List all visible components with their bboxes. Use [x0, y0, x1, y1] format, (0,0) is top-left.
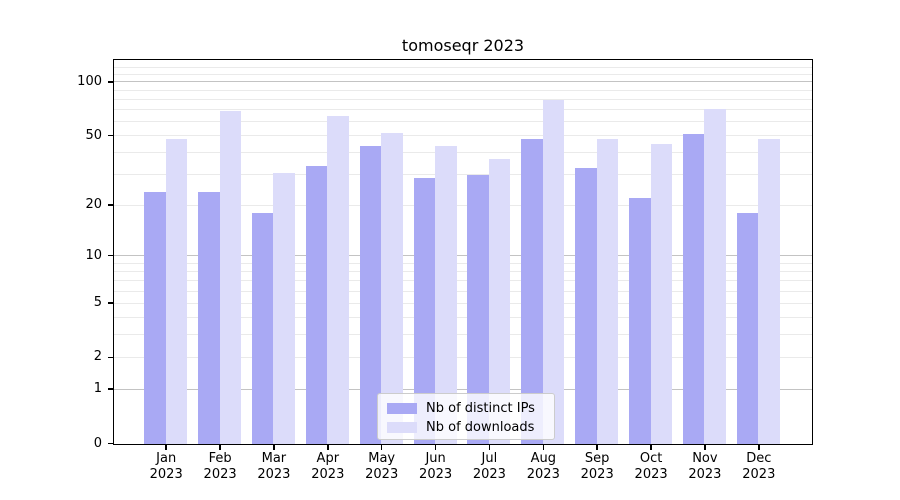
x-tick-feb	[219, 445, 221, 450]
gridline-minor-20	[114, 204, 812, 206]
gridline-minor-40	[114, 152, 812, 154]
gridline-major-10	[114, 255, 812, 257]
bar-ips-nov[interactable]	[682, 134, 705, 444]
legend-label-distinct-ips: Nb of distinct IPs	[426, 401, 535, 416]
x-tick-apr	[327, 445, 329, 450]
gridline-minor-2	[114, 356, 812, 358]
gridline-minor-90	[114, 89, 812, 91]
gridline-minor-110	[114, 74, 812, 75]
gridline-major-100	[114, 81, 812, 83]
x-tick-nov	[704, 445, 706, 450]
y-tick-20	[108, 204, 113, 206]
y-tick-0	[108, 442, 113, 445]
y-tick-label-100: 100	[77, 73, 102, 89]
x-tick-label-apr: Apr 2023	[311, 450, 345, 482]
bar-downloads-jun[interactable]	[435, 145, 457, 444]
legend-row-downloads: Nb of downloads	[387, 419, 546, 436]
gridline-minor-70	[114, 109, 812, 110]
bar-ips-jun[interactable]	[413, 177, 436, 444]
bar-downloads-aug[interactable]	[542, 99, 565, 444]
bar-downloads-nov[interactable]	[704, 108, 726, 444]
y-tick-50	[108, 134, 113, 137]
bar-ips-jan[interactable]	[144, 191, 166, 444]
y-tick-5	[108, 302, 113, 304]
x-tick-jul	[488, 445, 491, 450]
bar-ips-oct[interactable]	[629, 198, 651, 444]
bar-ips-aug[interactable]	[521, 139, 543, 444]
gridline-minor-120	[114, 67, 812, 69]
y-tick-label-20: 20	[85, 197, 102, 212]
x-tick-jun	[434, 445, 437, 450]
y-tick-1	[108, 388, 113, 390]
y-tick-label-2: 2	[93, 349, 102, 365]
bar-ips-dec[interactable]	[736, 213, 759, 444]
legend-swatch-downloads	[387, 422, 417, 433]
x-tick-sep	[596, 445, 598, 450]
legend: Nb of distinct IPs Nb of downloads	[377, 393, 555, 440]
gridline-minor-9	[114, 262, 812, 264]
legend-swatch-distinct-ips	[387, 403, 417, 414]
bar-ips-feb[interactable]	[198, 191, 220, 444]
bar-downloads-oct[interactable]	[650, 144, 673, 444]
x-tick-aug	[542, 445, 545, 450]
bar-downloads-sep[interactable]	[596, 139, 619, 444]
y-tick-100	[108, 81, 113, 83]
bar-downloads-jan[interactable]	[165, 139, 188, 444]
bar-ips-may[interactable]	[359, 145, 382, 444]
x-tick-label-oct: Oct 2023	[634, 450, 668, 482]
x-tick-label-jan: Jan 2023	[149, 450, 183, 482]
x-tick-label-jul: Jul 2023	[472, 450, 506, 482]
bar-ips-mar[interactable]	[251, 213, 274, 444]
bar-ips-apr[interactable]	[305, 165, 328, 444]
y-tick-label-0: 0	[93, 435, 102, 451]
gridline-minor-6	[114, 290, 812, 292]
bar-downloads-may[interactable]	[381, 132, 403, 444]
y-tick-2	[108, 356, 113, 359]
y-tick-10	[108, 254, 113, 257]
y-tick-label-10: 10	[85, 247, 102, 263]
bar-downloads-mar[interactable]	[273, 172, 295, 444]
gridline-minor-60	[114, 120, 812, 122]
gridline-minor-80	[114, 98, 812, 100]
x-tick-label-dec: Dec 2023	[742, 450, 776, 482]
y-tick-label-50: 50	[85, 127, 102, 143]
x-tick-label-sep: Sep 2023	[580, 450, 614, 482]
bar-ips-jul[interactable]	[467, 175, 489, 444]
bar-downloads-feb[interactable]	[219, 111, 242, 444]
bar-downloads-dec[interactable]	[758, 139, 780, 444]
x-tick-dec	[758, 445, 760, 450]
legend-row-distinct-ips: Nb of distinct IPs	[387, 400, 546, 417]
x-tick-label-jun: Jun 2023	[419, 450, 453, 482]
x-tick-label-mar: Mar 2023	[257, 450, 291, 482]
bar-ips-sep[interactable]	[575, 167, 597, 444]
x-tick-oct	[650, 445, 652, 450]
gridline-major-1	[114, 388, 812, 390]
x-tick-jan	[165, 445, 167, 450]
x-tick-label-nov: Nov 2023	[688, 450, 722, 482]
plot-area	[113, 59, 813, 445]
x-tick-may	[380, 445, 383, 450]
gridline-minor-8	[114, 270, 812, 272]
legend-label-downloads: Nb of downloads	[426, 420, 535, 435]
gridline-minor-4	[114, 316, 812, 318]
bar-downloads-jul[interactable]	[488, 159, 511, 444]
gridline-minor-30	[114, 174, 812, 175]
x-tick-label-aug: Aug 2023	[526, 450, 560, 482]
gridline-minor-7	[114, 280, 812, 282]
gridline-minor-5	[114, 302, 812, 304]
x-tick-mar	[273, 445, 275, 450]
x-tick-label-may: May 2023	[365, 450, 399, 482]
gridline-minor-3	[114, 334, 812, 336]
x-tick-label-feb: Feb 2023	[203, 450, 237, 482]
bar-downloads-apr[interactable]	[327, 115, 349, 444]
gridline-minor-50	[114, 135, 812, 136]
y-tick-label-1: 1	[93, 381, 102, 397]
y-tick-label-5: 5	[93, 295, 102, 311]
chart-title: tomoseqr 2023	[401, 36, 525, 55]
